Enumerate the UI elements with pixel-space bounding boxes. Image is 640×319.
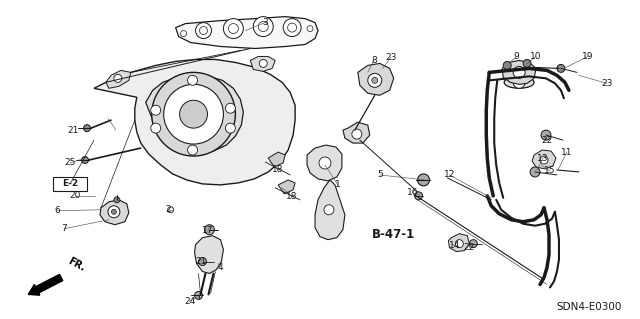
Polygon shape xyxy=(502,60,536,84)
Circle shape xyxy=(164,84,223,144)
Circle shape xyxy=(195,292,202,300)
Text: SDN4-E0300: SDN4-E0300 xyxy=(556,302,621,312)
Text: 3: 3 xyxy=(262,18,268,27)
Polygon shape xyxy=(358,63,394,95)
Polygon shape xyxy=(250,56,275,71)
Circle shape xyxy=(415,192,422,200)
Circle shape xyxy=(180,100,207,128)
Polygon shape xyxy=(268,152,285,167)
Text: 21: 21 xyxy=(67,126,79,135)
Text: 8: 8 xyxy=(371,56,376,65)
Circle shape xyxy=(456,240,463,248)
Polygon shape xyxy=(449,234,469,252)
Ellipse shape xyxy=(504,76,534,88)
Text: 5: 5 xyxy=(377,170,383,179)
Text: 10: 10 xyxy=(531,52,542,61)
Circle shape xyxy=(225,123,236,133)
Circle shape xyxy=(114,197,120,203)
Text: 18: 18 xyxy=(286,192,298,201)
Text: FR.: FR. xyxy=(66,256,86,273)
Polygon shape xyxy=(532,150,556,169)
Circle shape xyxy=(319,157,331,169)
Circle shape xyxy=(180,31,187,37)
Circle shape xyxy=(151,123,161,133)
Text: 17: 17 xyxy=(202,226,213,235)
Text: 21: 21 xyxy=(196,257,207,266)
Circle shape xyxy=(168,207,173,213)
FancyArrow shape xyxy=(28,274,63,295)
Circle shape xyxy=(283,19,301,37)
Circle shape xyxy=(259,59,268,67)
Text: 4: 4 xyxy=(218,263,223,272)
Text: 11: 11 xyxy=(561,147,573,157)
Text: 19: 19 xyxy=(582,52,593,61)
Circle shape xyxy=(469,240,477,248)
Circle shape xyxy=(530,167,540,177)
Polygon shape xyxy=(307,145,342,181)
Circle shape xyxy=(523,59,531,67)
FancyBboxPatch shape xyxy=(53,177,87,191)
Circle shape xyxy=(108,206,120,218)
Text: 12: 12 xyxy=(444,170,455,179)
Circle shape xyxy=(225,103,236,113)
Polygon shape xyxy=(146,75,243,153)
Circle shape xyxy=(513,66,525,78)
Text: 22: 22 xyxy=(541,136,552,145)
Text: 18: 18 xyxy=(273,166,284,174)
Circle shape xyxy=(114,74,122,82)
Polygon shape xyxy=(315,180,345,240)
Circle shape xyxy=(368,73,381,87)
Circle shape xyxy=(324,205,334,215)
Circle shape xyxy=(503,62,511,70)
Circle shape xyxy=(223,19,243,39)
Circle shape xyxy=(198,257,207,265)
Text: 16: 16 xyxy=(407,188,419,197)
Text: B-47-1: B-47-1 xyxy=(372,228,415,241)
Circle shape xyxy=(152,72,236,156)
Circle shape xyxy=(84,125,90,132)
Text: E-2: E-2 xyxy=(62,179,78,189)
Text: 2: 2 xyxy=(166,205,172,214)
Text: 15: 15 xyxy=(544,167,556,175)
Text: 24: 24 xyxy=(184,297,195,306)
Polygon shape xyxy=(278,180,295,194)
Polygon shape xyxy=(106,70,131,88)
Circle shape xyxy=(307,26,313,32)
Circle shape xyxy=(188,75,198,85)
Text: 7: 7 xyxy=(61,224,67,233)
Circle shape xyxy=(352,129,362,139)
Circle shape xyxy=(188,145,198,155)
Text: 1: 1 xyxy=(335,180,340,189)
Text: 9: 9 xyxy=(513,52,519,61)
Circle shape xyxy=(513,76,525,88)
Text: 23: 23 xyxy=(601,79,612,88)
Polygon shape xyxy=(343,122,370,143)
Polygon shape xyxy=(175,17,318,48)
Circle shape xyxy=(81,157,88,163)
Circle shape xyxy=(196,23,211,39)
Circle shape xyxy=(205,225,214,235)
Text: 14: 14 xyxy=(449,241,460,250)
Circle shape xyxy=(541,130,551,140)
Circle shape xyxy=(540,156,548,164)
Circle shape xyxy=(557,64,565,72)
Text: 25: 25 xyxy=(65,159,76,167)
Polygon shape xyxy=(195,236,223,273)
Text: 6: 6 xyxy=(54,206,60,215)
Circle shape xyxy=(151,105,161,115)
Text: 13: 13 xyxy=(537,153,548,162)
Circle shape xyxy=(372,78,378,83)
Circle shape xyxy=(253,17,273,37)
Polygon shape xyxy=(94,59,295,185)
Circle shape xyxy=(111,209,116,214)
Text: 20: 20 xyxy=(69,191,81,200)
Polygon shape xyxy=(100,200,129,225)
Text: 22: 22 xyxy=(464,243,475,252)
Circle shape xyxy=(417,174,429,186)
Text: 23: 23 xyxy=(385,53,396,62)
